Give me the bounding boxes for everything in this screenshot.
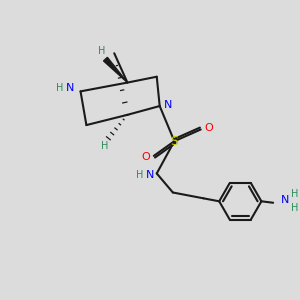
Text: O: O bbox=[141, 152, 150, 162]
Text: H: H bbox=[101, 142, 109, 152]
Text: N: N bbox=[164, 100, 172, 110]
Polygon shape bbox=[103, 57, 127, 83]
Text: H: H bbox=[56, 83, 63, 93]
Text: N: N bbox=[280, 195, 289, 205]
Text: S: S bbox=[170, 135, 178, 148]
Text: H: H bbox=[98, 46, 106, 56]
Text: H: H bbox=[136, 170, 143, 180]
Text: N: N bbox=[146, 170, 154, 180]
Text: H: H bbox=[291, 203, 299, 213]
Text: O: O bbox=[205, 123, 213, 133]
Text: H: H bbox=[291, 189, 299, 199]
Text: N: N bbox=[66, 83, 74, 93]
